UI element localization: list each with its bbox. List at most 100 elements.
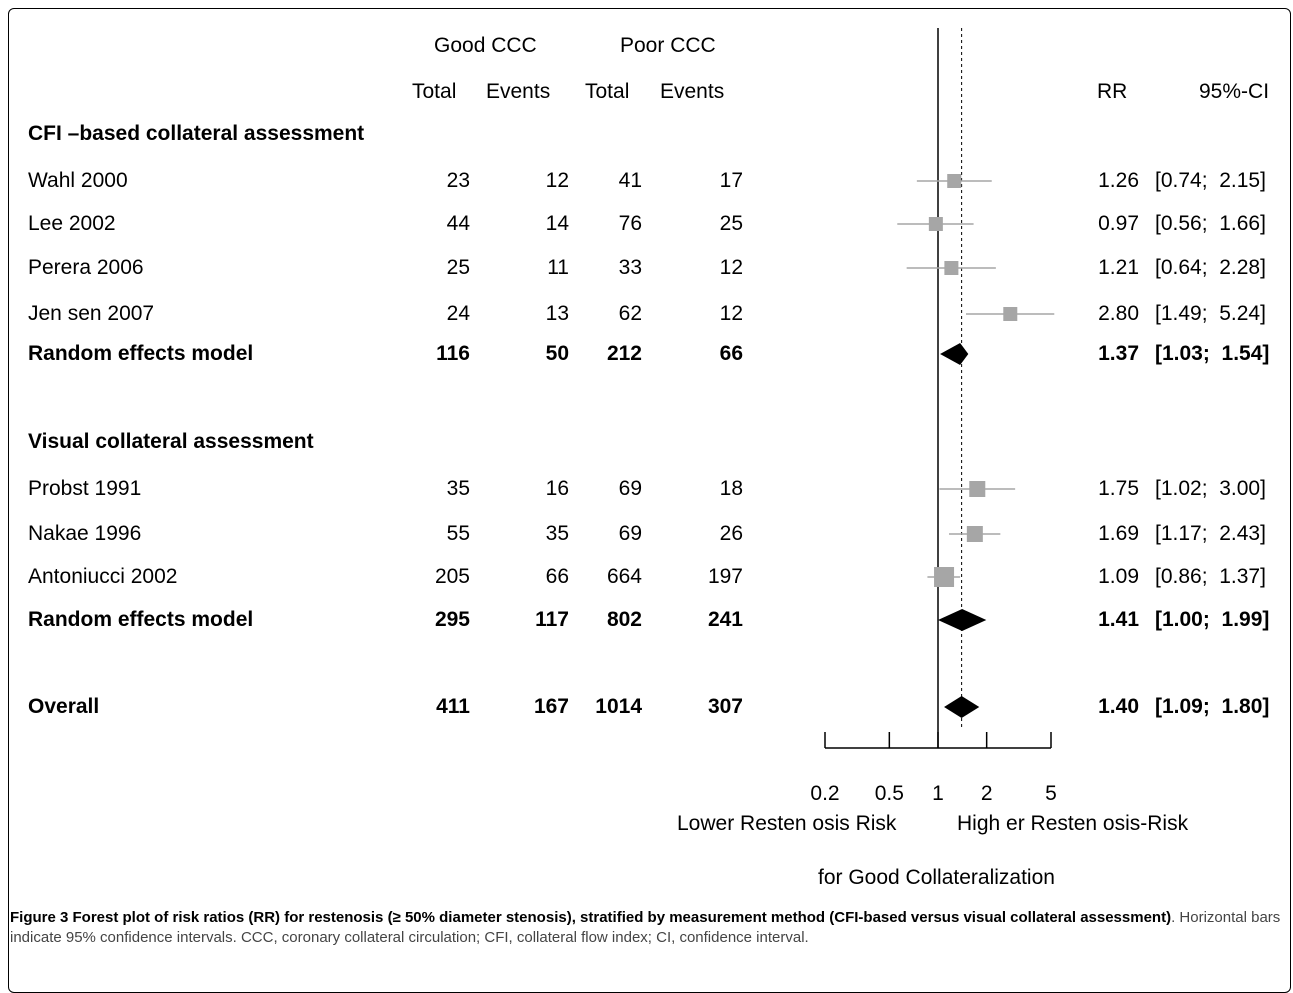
good-total-cell: 23 [446, 169, 470, 192]
rr-value: 1.21 [1098, 256, 1139, 279]
poor-events-cell: 197 [707, 565, 743, 588]
header-rr: RR [1097, 80, 1128, 103]
rr-value: 1.09 [1098, 565, 1139, 588]
good-total-cell: 55 [446, 522, 470, 545]
row-label: Jen sen 2007 [28, 302, 155, 325]
poor-total-cell: 41 [618, 169, 642, 192]
ci-value: [0.86; 1.37] [1155, 565, 1266, 588]
x-axis-label-left: Lower Resten osis Risk [677, 812, 897, 835]
poor-total-cell: 1014 [595, 695, 642, 718]
poor-total-cell: 69 [618, 477, 642, 500]
good-total-cell: 205 [434, 565, 470, 588]
ci-value: [0.74; 2.15] [1155, 169, 1266, 192]
caption-heading: Figure 3 Forest plot of risk ratios (RR)… [10, 909, 1172, 926]
x-tick-label: 0.2 [810, 782, 840, 805]
study-square [966, 526, 983, 542]
x-tick-label: 5 [1045, 782, 1057, 805]
rr-value: 1.69 [1098, 522, 1139, 545]
ci-value: [1.03; 1.54] [1155, 342, 1270, 365]
ci-value: [1.02; 3.00] [1155, 477, 1266, 500]
row-label: Perera 2006 [28, 256, 144, 279]
row-label: Random effects model [28, 342, 254, 365]
poor-events-cell: 12 [719, 302, 743, 325]
row-label: Wahl 2000 [28, 169, 128, 192]
study-square [969, 481, 986, 497]
poor-total-cell: 33 [618, 256, 642, 279]
good-events-cell: 13 [545, 302, 569, 325]
poor-total-cell: 212 [606, 342, 642, 365]
header-good-events: Events [486, 80, 551, 103]
good-events-cell: 16 [545, 477, 569, 500]
x-tick-label: 0.5 [874, 782, 904, 805]
header-ci: 95%-CI [1199, 80, 1270, 103]
poor-events-cell: 66 [719, 342, 743, 365]
poor-total-cell: 76 [618, 212, 642, 235]
summary-diamond [938, 609, 987, 631]
header-good-total: Total [412, 80, 457, 103]
ci-value: [1.09; 1.80] [1155, 695, 1270, 718]
poor-total-cell: 802 [606, 608, 642, 631]
row-label: Antoniucci 2002 [28, 565, 178, 588]
rr-value: 1.75 [1098, 477, 1139, 500]
poor-events-cell: 25 [719, 212, 743, 235]
study-square [947, 174, 962, 188]
good-total-cell: 295 [434, 608, 470, 631]
caption-body: . Horizontal bars indicate 95% confidenc… [10, 909, 1281, 946]
poor-total-cell: 69 [618, 522, 642, 545]
row-label: Lee 2002 [28, 212, 116, 235]
rr-value: 0.97 [1098, 212, 1139, 235]
row-label: Nakae 1996 [28, 522, 142, 545]
x-axis-label-right: High er Resten osis-Risk [957, 812, 1189, 835]
good-events-cell: 167 [533, 695, 569, 718]
poor-total-cell: 664 [606, 565, 642, 588]
section-heading: CFI –based collateral assessment [28, 122, 365, 145]
rr-value: 2.80 [1098, 302, 1139, 325]
ci-value: [0.64; 2.28] [1155, 256, 1266, 279]
poor-events-cell: 307 [707, 695, 743, 718]
study-square [934, 567, 955, 587]
summary-diamond [944, 696, 980, 718]
study-square [928, 217, 943, 231]
header-poor-total: Total [585, 80, 630, 103]
good-events-cell: 14 [545, 212, 569, 235]
ci-value: [0.56; 1.66] [1155, 212, 1266, 235]
rr-value: 1.41 [1098, 608, 1139, 631]
ci-value: [1.49; 5.24] [1155, 302, 1266, 325]
good-total-cell: 35 [446, 477, 470, 500]
good-events-cell: 117 [535, 608, 569, 631]
good-total-cell: 25 [446, 256, 470, 279]
good-total-cell: 411 [436, 695, 470, 718]
section-heading: Visual collateral assessment [28, 430, 314, 453]
x-tick-label: 2 [980, 782, 993, 805]
poor-events-cell: 26 [719, 522, 743, 545]
poor-events-cell: 12 [719, 256, 743, 279]
poor-events-cell: 18 [719, 477, 743, 500]
ci-value: [1.00; 1.99] [1155, 608, 1270, 631]
study-square [944, 261, 959, 275]
header-good-ccc: Good CCC [434, 34, 537, 57]
good-events-cell: 66 [545, 565, 569, 588]
x-tick-label: 1 [932, 782, 944, 805]
poor-events-cell: 241 [707, 608, 743, 631]
good-events-cell: 12 [545, 169, 569, 192]
x-axis-label-bottom: for Good Collateralization [818, 866, 1055, 889]
header-poor-events: Events [660, 80, 725, 103]
poor-events-cell: 17 [719, 169, 743, 192]
rr-value: 1.40 [1098, 695, 1139, 718]
header-poor-ccc: Poor CCC [620, 34, 716, 57]
figure-caption: Figure 3 Forest plot of risk ratios (RR)… [10, 908, 1282, 948]
good-events-cell: 50 [545, 342, 569, 365]
good-events-cell: 35 [545, 522, 569, 545]
good-events-cell: 11 [547, 256, 569, 279]
ci-value: [1.17; 2.43] [1155, 522, 1266, 545]
good-total-cell: 44 [446, 212, 470, 235]
good-total-cell: 116 [436, 342, 470, 365]
good-total-cell: 24 [446, 302, 470, 325]
row-label: Overall [28, 695, 100, 718]
rr-value: 1.26 [1098, 169, 1139, 192]
row-label: Random effects model [28, 608, 254, 631]
row-label: Probst 1991 [28, 477, 142, 500]
poor-total-cell: 62 [618, 302, 642, 325]
rr-value: 1.37 [1098, 342, 1139, 365]
